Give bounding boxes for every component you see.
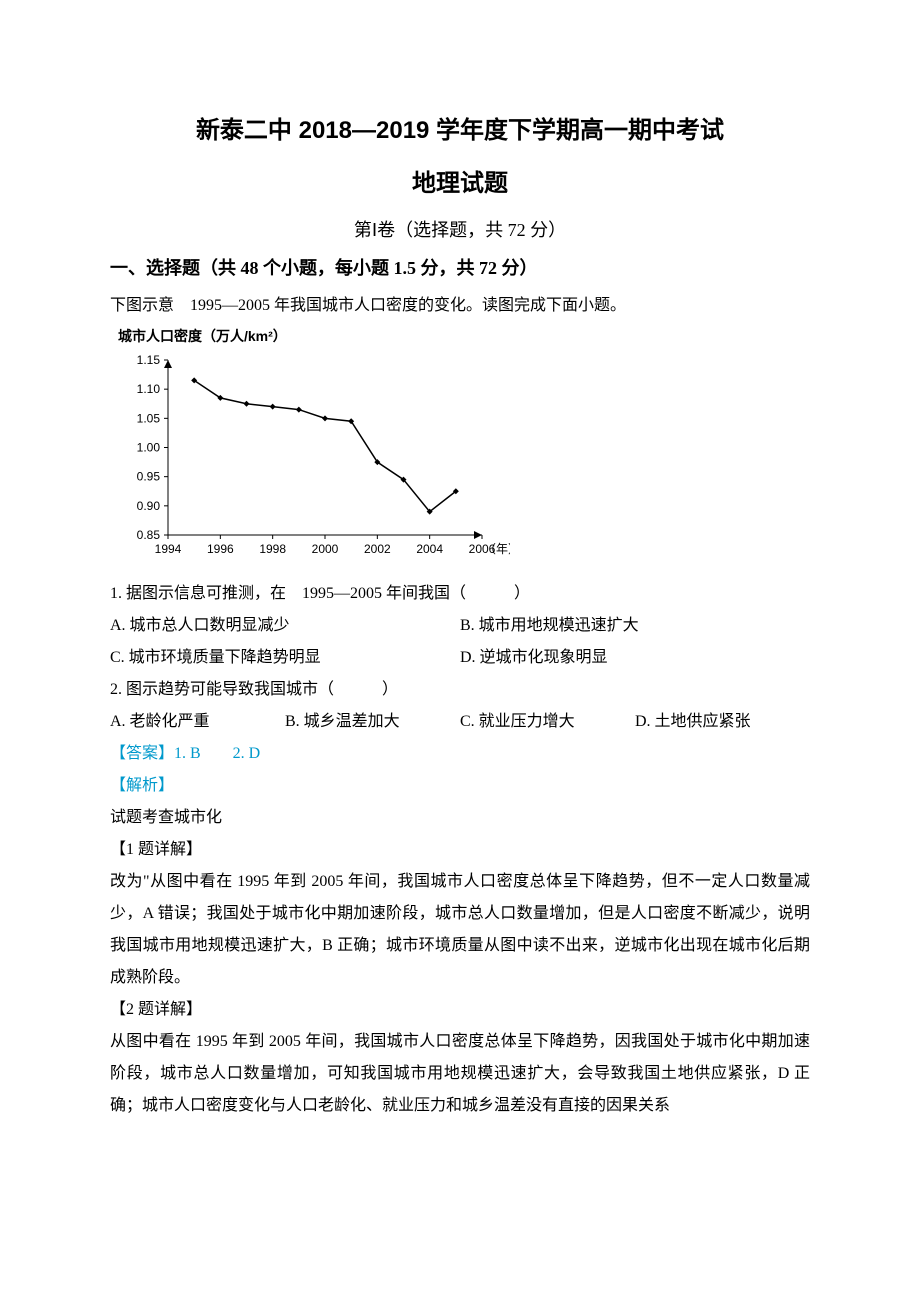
svg-text:1.05: 1.05 <box>137 411 161 425</box>
chart-title: 城市人口密度（万人/km²） <box>118 326 810 346</box>
svg-text:1994: 1994 <box>155 542 182 556</box>
q1-option-a: A. 城市总人口数明显减少 <box>110 610 460 642</box>
svg-text:1996: 1996 <box>207 542 234 556</box>
svg-text:1998: 1998 <box>259 542 286 556</box>
svg-text:2004: 2004 <box>416 542 443 556</box>
svg-text:2002: 2002 <box>364 542 391 556</box>
q1-option-d: D. 逆城市化现象明显 <box>460 642 810 674</box>
detail2-head: 【2 题详解】 <box>110 994 810 1026</box>
svg-text:0.85: 0.85 <box>137 528 161 542</box>
q2-option-a: A. 老龄化严重 <box>110 706 285 738</box>
detail1-body: 改为"从图中看在 1995 年到 2005 年间，我国城市人口密度总体呈下降趋势… <box>110 866 810 994</box>
q2-option-d: D. 土地供应紧张 <box>635 706 810 738</box>
detail1-head: 【1 题详解】 <box>110 834 810 866</box>
svg-text:0.95: 0.95 <box>137 470 161 484</box>
intro-text: 下图示意 1995—2005 年我国城市人口密度的变化。读图完成下面小题。 <box>110 290 810 322</box>
svg-text:1.10: 1.10 <box>137 382 161 396</box>
detail2-body: 从图中看在 1995 年到 2005 年间，我国城市人口密度总体呈下降趋势，因我… <box>110 1026 810 1122</box>
section-title: 一、选择题（共 48 个小题，每小题 1.5 分，共 72 分） <box>110 254 810 280</box>
svg-text:1.15: 1.15 <box>137 353 161 367</box>
answer-line: 【答案】1. B 2. D <box>110 738 810 770</box>
topic-text: 试题考查城市化 <box>110 802 810 834</box>
svg-text:2000: 2000 <box>312 542 339 556</box>
exam-title-sub: 地理试题 <box>110 163 810 198</box>
q1-option-b: B. 城市用地规模迅速扩大 <box>460 610 810 642</box>
q2-stem: 2. 图示趋势可能导致我国城市（ ） <box>110 674 810 706</box>
q2-option-b: B. 城乡温差加大 <box>285 706 460 738</box>
exam-title-main: 新泰二中 2018—2019 学年度下学期高一期中考试 <box>110 110 810 145</box>
volume-header: 第Ⅰ卷（选择题，共 72 分） <box>110 216 810 242</box>
q1-option-c: C. 城市环境质量下降趋势明显 <box>110 642 460 674</box>
q1-stem: 1. 据图示信息可推测，在 1995—2005 年间我国（ ） <box>110 578 810 610</box>
svg-text:1.00: 1.00 <box>137 441 161 455</box>
svg-text:（年）: （年） <box>484 542 510 556</box>
svg-text:0.90: 0.90 <box>137 499 161 513</box>
density-chart: 0.85 0.90 0.95 1.00 1.05 1.10 1.15 1994 1996 1998… <box>110 350 810 570</box>
chart-svg: 0.85 0.90 0.95 1.00 1.05 1.10 1.15 1994 1996 1998… <box>110 350 510 565</box>
q2-option-c: C. 就业压力增大 <box>460 706 635 738</box>
explain-label: 【解析】 <box>110 770 810 802</box>
